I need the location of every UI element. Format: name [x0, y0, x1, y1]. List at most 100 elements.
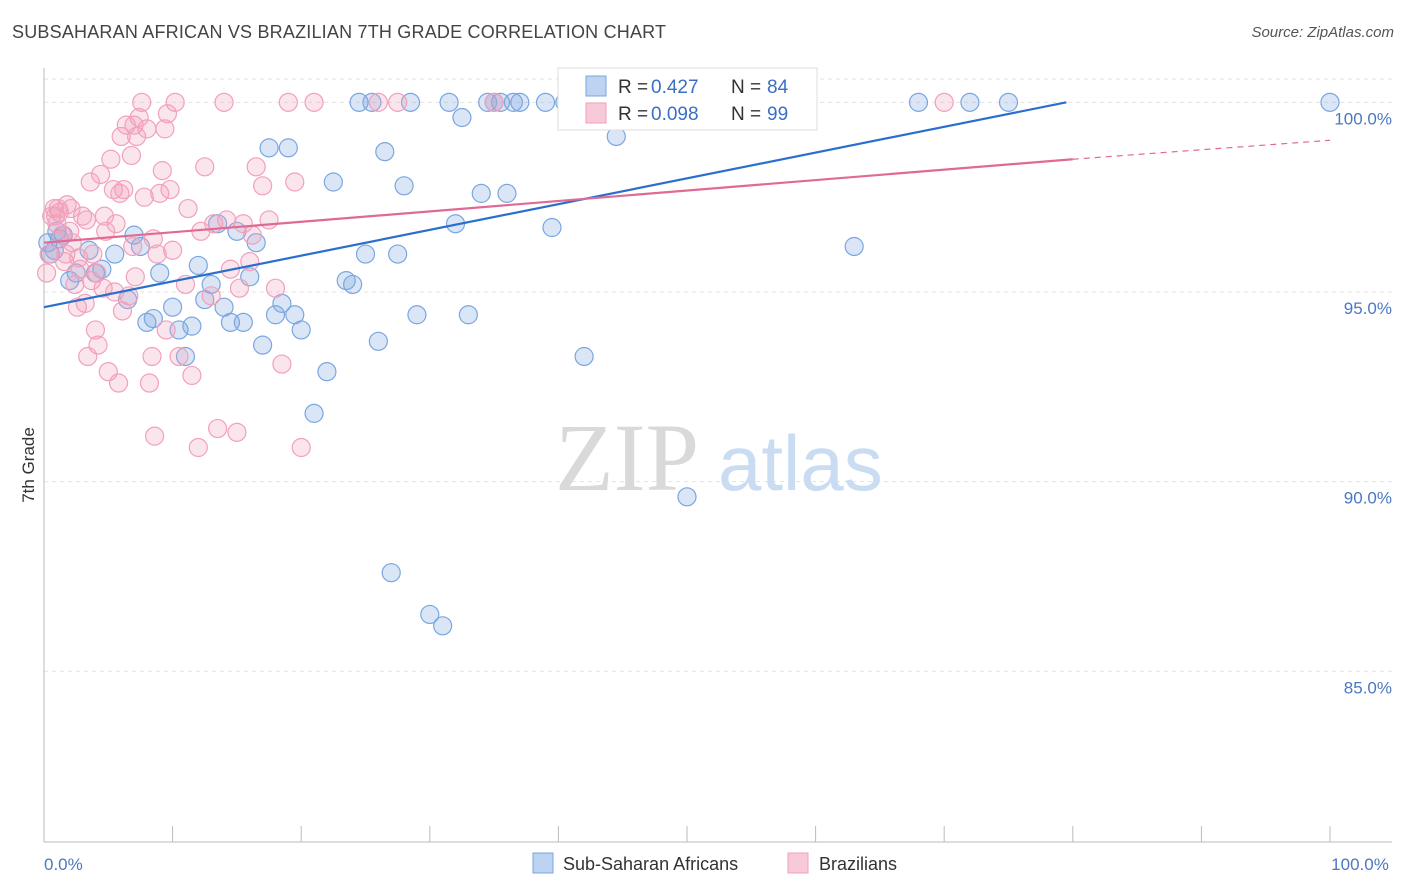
point-brazilian-14 [72, 206, 93, 226]
point-brazilian-63 [253, 176, 273, 196]
source-label: Source: ZipAtlas.com [1251, 24, 1394, 41]
point-subsaharan-53 [407, 305, 427, 325]
point-subsaharan-47 [368, 331, 388, 351]
y-axis-label: 7th Grade [19, 427, 38, 503]
legend-swatch-pink [585, 102, 607, 124]
point-brazilian-53 [188, 437, 208, 458]
point-subsaharan-20 [175, 346, 196, 367]
point-brazilian-50 [169, 346, 189, 367]
point-subsaharan-21 [182, 316, 202, 336]
point-subsaharan-44 [355, 244, 376, 264]
bottom-legend-label-0: Sub-Saharan Africans [563, 854, 738, 874]
watermark-zip: ZIP [555, 404, 699, 511]
point-brazilian-65 [265, 278, 286, 298]
point-subsaharan-57 [458, 305, 478, 325]
y-tick-label-2: 90.0% [1344, 489, 1392, 508]
bottom-legend-label-1: Brazilians [819, 854, 897, 874]
point-brazilian-64 [259, 210, 279, 230]
point-subsaharan-66 [535, 92, 556, 112]
point-brazilian-37 [132, 92, 152, 112]
point-brazilian-19 [85, 320, 106, 340]
legend-n-label-0: N = [731, 77, 761, 98]
point-brazilian-49 [163, 240, 183, 260]
point-brazilian-47 [157, 104, 178, 124]
point-subsaharan-74 [844, 236, 864, 257]
watermark-atlas: atlas [718, 419, 883, 507]
legend-n-label-1: N = [731, 104, 761, 125]
trend-extension-1 [1072, 139, 1331, 160]
point-brazilian-42 [144, 426, 165, 446]
point-brazilian-90 [48, 198, 68, 219]
bottom-legend-swatch-pink [787, 852, 809, 874]
point-subsaharan-50 [388, 244, 408, 264]
point-subsaharan-8 [79, 240, 99, 260]
point-brazilian-29 [111, 126, 131, 147]
point-subsaharan-41 [323, 172, 343, 192]
point-subsaharan-22 [188, 255, 208, 276]
point-subsaharan-34 [265, 305, 286, 325]
point-subsaharan-32 [253, 335, 273, 355]
data-points [36, 92, 1340, 636]
point-brazilian-85 [178, 198, 198, 219]
point-brazilian-82 [125, 267, 145, 287]
bottom-legend-swatch-blue [532, 852, 554, 874]
point-brazilian-97 [123, 236, 143, 257]
point-subsaharan-16 [143, 308, 163, 329]
point-subsaharan-76 [960, 92, 980, 112]
point-brazilian-41 [142, 346, 162, 367]
axes [43, 68, 1392, 843]
point-subsaharan-46 [362, 92, 382, 112]
point-brazilian-93 [69, 248, 89, 268]
y-tick-label-0: 100.0% [1334, 109, 1392, 128]
point-brazilian-1 [39, 244, 59, 264]
point-subsaharan-18 [163, 297, 183, 317]
point-brazilian-67 [278, 92, 298, 112]
point-brazilian-45 [152, 161, 172, 181]
point-brazilian-35 [126, 126, 147, 147]
chart-title: SUBSAHARAN AFRICAN VS BRAZILIAN 7TH GRAD… [12, 22, 667, 42]
point-brazilian-25 [101, 149, 121, 169]
point-subsaharan-78 [1320, 92, 1340, 112]
point-brazilian-54 [195, 157, 215, 177]
legend-r-value-0: 0.427 [651, 77, 699, 98]
point-brazilian-39 [137, 119, 157, 139]
point-brazilian-43 [147, 244, 167, 264]
trend-lines [43, 101, 1331, 309]
point-brazilian-88 [217, 210, 237, 230]
point-brazilian-91 [45, 206, 66, 226]
point-subsaharan-59 [471, 183, 491, 203]
point-subsaharan-64 [503, 92, 523, 112]
point-brazilian-68 [285, 172, 305, 192]
point-brazilian-23 [96, 221, 116, 241]
point-brazilian-40 [139, 373, 160, 393]
point-subsaharan-49 [381, 563, 401, 583]
point-subsaharan-24 [201, 274, 221, 295]
point-subsaharan-40 [317, 362, 337, 382]
point-subsaharan-80 [574, 346, 594, 367]
point-subsaharan-29 [233, 312, 253, 332]
point-subsaharan-77 [998, 92, 1019, 112]
bottom-legend: Sub-Saharan Africans Brazilians [532, 852, 897, 874]
point-subsaharan-81 [677, 487, 697, 507]
x-tick-label-0: 0.0% [44, 855, 83, 874]
point-brazilian-52 [182, 365, 202, 386]
tick-labels: 100.0% 95.0% 90.0% 85.0% 0.0% 100.0% [44, 109, 1392, 874]
point-brazilian-38 [134, 187, 154, 207]
point-brazilian-46 [155, 119, 175, 139]
legend-swatch-blue [585, 75, 607, 97]
point-brazilian-59 [227, 422, 247, 442]
point-subsaharan-36 [278, 138, 298, 158]
point-brazilian-7 [54, 252, 75, 272]
point-subsaharan-63 [497, 183, 517, 203]
legend: R = 0.427 N = 84 R = 0.098 N = 99 [557, 67, 818, 131]
point-brazilian-70 [304, 92, 324, 112]
point-brazilian-78 [76, 210, 97, 230]
trend-line-0 [43, 101, 1067, 309]
point-subsaharan-82 [420, 604, 440, 625]
point-brazilian-94 [81, 271, 102, 291]
point-brazilian-44 [150, 183, 170, 203]
point-subsaharan-38 [291, 320, 311, 340]
point-subsaharan-75 [908, 92, 929, 112]
point-brazilian-27 [106, 214, 126, 234]
